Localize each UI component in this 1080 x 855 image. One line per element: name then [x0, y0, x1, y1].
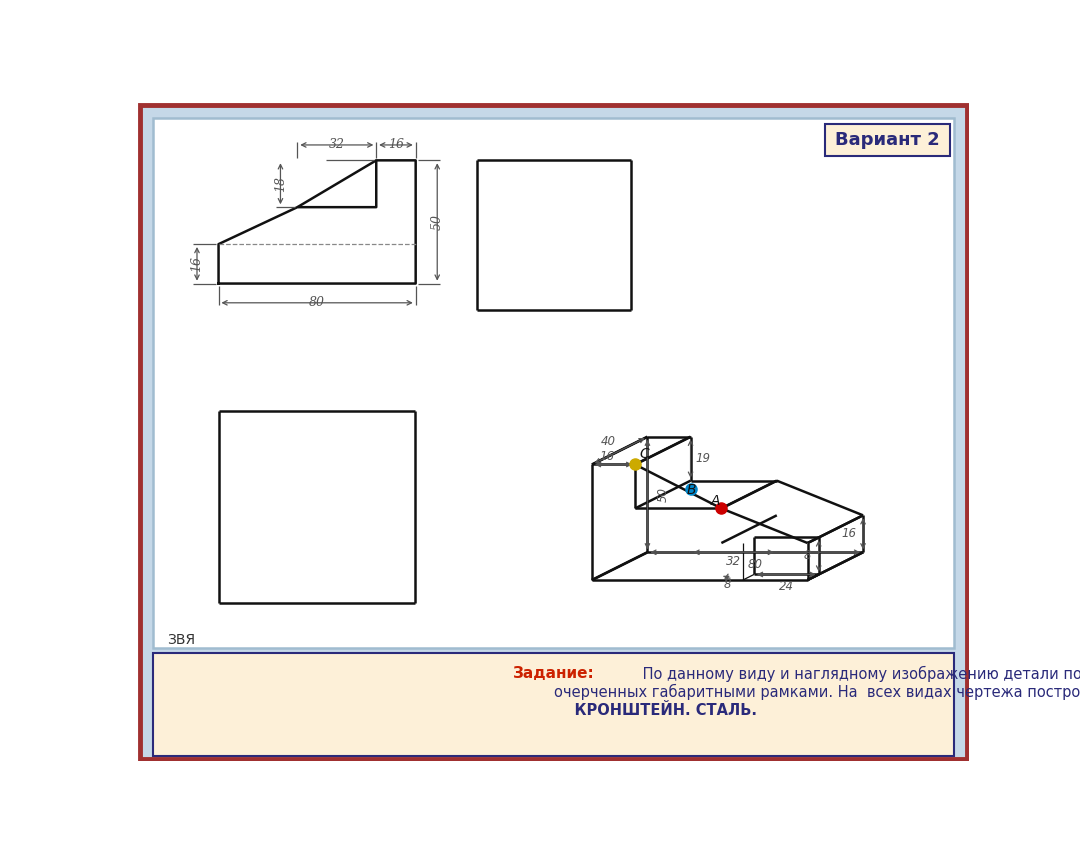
- Text: По данному виду и наглядному изображению детали постройте еще два вида,: По данному виду и наглядному изображению…: [638, 666, 1080, 682]
- Text: 16: 16: [841, 528, 856, 540]
- Text: 32: 32: [726, 555, 741, 568]
- Text: 18: 18: [274, 176, 287, 192]
- Bar: [825, 124, 950, 156]
- Text: 8: 8: [724, 579, 731, 592]
- Text: 24: 24: [779, 580, 794, 593]
- Text: 32: 32: [328, 139, 345, 151]
- Text: C: C: [639, 447, 649, 462]
- Bar: [153, 118, 954, 648]
- Text: 80: 80: [309, 297, 325, 310]
- Text: 50: 50: [431, 214, 444, 230]
- Text: 8: 8: [804, 550, 811, 563]
- Text: очерченных габаритными рамками. На  всех видах чертежа постройте проекции точек : очерченных габаритными рамками. На всех …: [554, 684, 1080, 700]
- Text: A: A: [711, 494, 720, 509]
- Text: 16: 16: [599, 451, 615, 463]
- Text: Задание:: Задание:: [513, 666, 594, 681]
- Bar: [153, 653, 954, 756]
- Text: КРОНШТЕЙН. СТАЛЬ.: КРОНШТЕЙН. СТАЛЬ.: [554, 704, 756, 718]
- Text: 80: 80: [747, 558, 762, 571]
- Text: 19: 19: [696, 452, 711, 465]
- Text: ЗВЯ: ЗВЯ: [167, 633, 195, 647]
- Text: 16: 16: [190, 256, 203, 272]
- Text: B: B: [687, 483, 696, 497]
- Text: 16: 16: [388, 139, 404, 151]
- Text: Вариант 2: Вариант 2: [835, 132, 940, 150]
- Text: 40: 40: [600, 435, 616, 448]
- Text: 50: 50: [657, 487, 670, 502]
